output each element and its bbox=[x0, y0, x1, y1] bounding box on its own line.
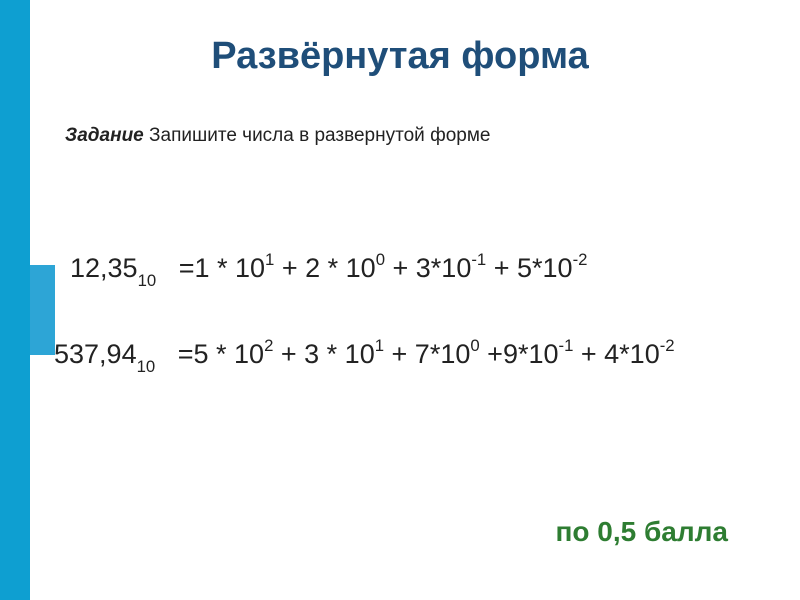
left-sidebar-accent bbox=[0, 0, 30, 600]
slide: Развёрнутая форма Задание Запишите числа… bbox=[0, 0, 800, 600]
equation-1: 12,3510 =1 * 101 + 2 * 100 + 3*10-1 + 5*… bbox=[70, 252, 587, 288]
score-text: по 0,5 балла bbox=[555, 516, 728, 548]
task-label: Задание bbox=[65, 125, 144, 146]
mid-accent-block bbox=[30, 265, 55, 355]
equation-2: 537,9410 =5 * 102 + 3 * 101 + 7*100 +9*1… bbox=[54, 338, 675, 374]
task-line: Задание Запишите числа в развернутой фор… bbox=[65, 125, 490, 147]
slide-title: Развёрнутая форма bbox=[0, 35, 800, 78]
task-text: Запишите числа в развернутой форме bbox=[144, 125, 491, 146]
